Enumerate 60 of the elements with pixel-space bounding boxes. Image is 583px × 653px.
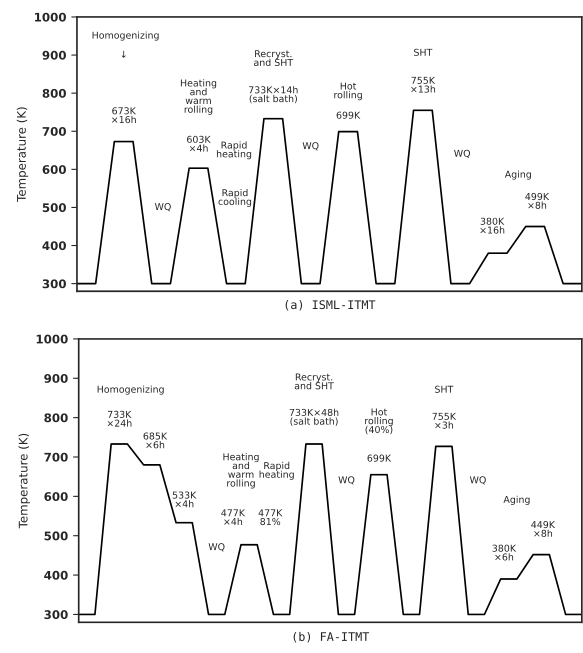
annotation: Recryst. and SHT: [254, 50, 294, 66]
y-tick-label: 600: [44, 492, 68, 502]
text: (b) FA-ITMT: [294, 632, 370, 642]
y-tick-label: 800: [42, 88, 66, 98]
annotation: 733K ×24h: [108, 410, 132, 427]
annotation: WQ: [470, 476, 486, 484]
y-tick-label: 600: [42, 165, 66, 174]
annotation: 755K ×3h: [432, 412, 456, 429]
text: (a) ISML-ITMT: [286, 300, 376, 311]
y-tick-label: 800: [44, 413, 68, 422]
annotation: Hot rolling (40%): [365, 408, 393, 434]
annotation: 685K ×6h: [144, 432, 168, 448]
y-tick-label: 700: [44, 452, 68, 462]
annotation: Heating and warm rolling: [180, 79, 216, 115]
annotation: Rapid heating: [216, 141, 252, 160]
annotation: Heating and warm rolling: [223, 453, 259, 489]
annotation: Homogenizing: [98, 386, 164, 395]
annotation: Aging: [503, 496, 530, 505]
annotation: 699K: [368, 454, 392, 462]
annotation: ↓: [122, 50, 126, 58]
y-tick-label: 900: [42, 50, 66, 60]
annotation: 449K ×8h: [531, 521, 556, 537]
annotation: SHT: [414, 48, 432, 56]
annotation: Aging: [504, 170, 531, 180]
annotation: 733K×48h (salt bath): [290, 408, 338, 426]
annotation: Recryst. and SHT: [294, 374, 334, 390]
y-tick-label: 500: [44, 531, 68, 540]
y-tick-label: 1000: [35, 12, 66, 22]
annotation: 733K×14h (salt bath): [249, 86, 298, 104]
line-series: [78, 443, 582, 616]
annotation: Rapid cooling: [218, 188, 252, 207]
annotation: Homogenizing: [92, 31, 159, 41]
y-tick-label: 700: [42, 126, 66, 136]
annotation: 477K 81%: [258, 509, 283, 526]
y-tick-label: 300: [44, 610, 68, 620]
y-axis-title: Temperature (K): [18, 434, 30, 528]
y-tick-label: 1000: [36, 334, 68, 344]
annotation: Hot rolling: [334, 82, 362, 100]
annotation: 533K ×4h: [172, 491, 197, 508]
y-tick-label: 400: [44, 570, 68, 580]
annotation: WQ: [338, 476, 354, 484]
annotation: WQ: [208, 543, 225, 552]
annotation: WQ: [154, 203, 171, 212]
y-tick-label: 300: [42, 279, 66, 288]
y-tick-label: 400: [42, 241, 66, 250]
annotation: WQ: [302, 142, 319, 150]
annotation: WQ: [454, 150, 470, 158]
annotation: 477K ×4h: [221, 509, 246, 525]
annotation: Rapid heating: [260, 462, 294, 480]
annotation: 673K ×16h: [112, 107, 136, 124]
annotation: 380K ×16h: [480, 218, 504, 234]
annotation: SHT: [435, 386, 454, 393]
y-tick-label: 900: [44, 374, 68, 383]
y-tick-label: 500: [42, 203, 66, 212]
annotation: 603K ×4h: [187, 136, 211, 152]
annotation: 499K ×8h: [525, 192, 550, 209]
y-axis-title: Temperature (K): [16, 107, 28, 202]
annotation: 380K ×6h: [492, 544, 516, 561]
annotation: 755K ×13h: [411, 76, 436, 93]
annotation: 699K: [336, 112, 360, 119]
